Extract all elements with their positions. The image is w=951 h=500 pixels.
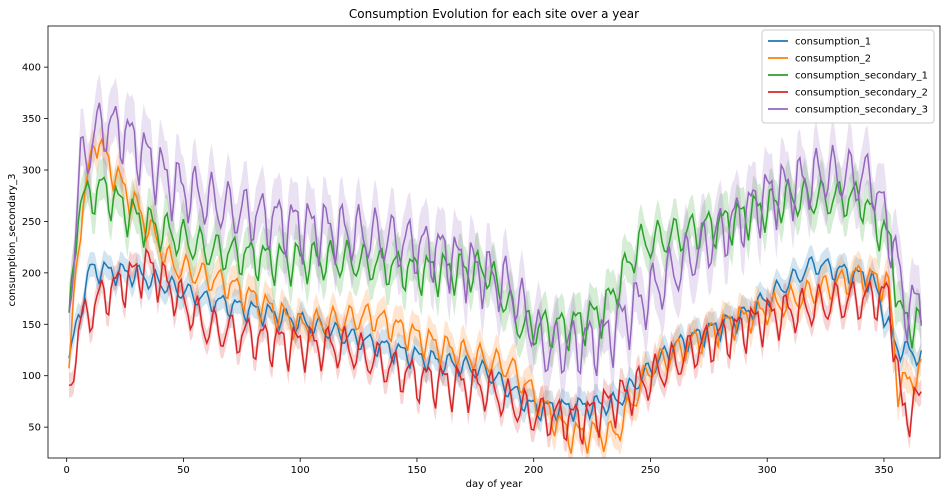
legend-label-consumption_secondary_1: consumption_secondary_1 xyxy=(795,71,928,82)
legend-box xyxy=(761,29,935,124)
x-tick-label: 250 xyxy=(641,465,660,476)
x-axis-label: day of year xyxy=(466,479,524,490)
band-consumption_secondary_3 xyxy=(69,74,922,405)
y-axis-ticks: 50 100 150 200 250 300 350 400 xyxy=(22,63,48,434)
y-tick-label: 100 xyxy=(22,371,41,382)
y-tick-label: 200 xyxy=(22,268,41,279)
x-tick-label: 0 xyxy=(63,465,69,476)
series-line-consumption_secondary_2 xyxy=(68,247,922,445)
chart-title: Consumption Evolution for each site over… xyxy=(349,7,639,21)
x-tick-label: 100 xyxy=(291,465,310,476)
y-axis-label: consumption_secondary_3 xyxy=(7,174,18,307)
series-line-consumption_secondary_1 xyxy=(68,176,923,352)
plot-frame xyxy=(47,25,941,459)
x-tick-label: 50 xyxy=(177,465,190,476)
x-tick-label: 350 xyxy=(874,465,893,476)
y-tick-label: 400 xyxy=(22,63,41,74)
legend-label-consumption_2: consumption_2 xyxy=(795,54,871,65)
series-line-consumption_secondary_3 xyxy=(68,102,923,377)
series-lines xyxy=(68,102,923,454)
y-tick-label: 250 xyxy=(22,217,41,228)
y-tick-label: 300 xyxy=(22,166,41,177)
y-tick-label: 150 xyxy=(22,320,41,331)
series-line-consumption_2 xyxy=(68,137,922,454)
x-tick-label: 200 xyxy=(524,465,543,476)
legend-label-consumption_secondary_3: consumption_secondary_3 xyxy=(795,105,928,116)
legend: consumption_1 consumption_2 consumption_se… xyxy=(761,29,935,124)
series-line-consumption_1 xyxy=(68,255,923,425)
x-tick-label: 150 xyxy=(407,465,426,476)
x-tick-label: 300 xyxy=(758,465,777,476)
band-consumption_1 xyxy=(69,244,922,435)
legend-label-consumption_secondary_2: consumption_secondary_2 xyxy=(795,88,928,99)
y-tick-label: 50 xyxy=(28,423,41,434)
x-axis-ticks: 0 50 100 150 200 250 300 350 xyxy=(63,458,894,476)
legend-label-consumption_1: consumption_1 xyxy=(795,37,871,48)
y-tick-label: 350 xyxy=(22,114,41,125)
